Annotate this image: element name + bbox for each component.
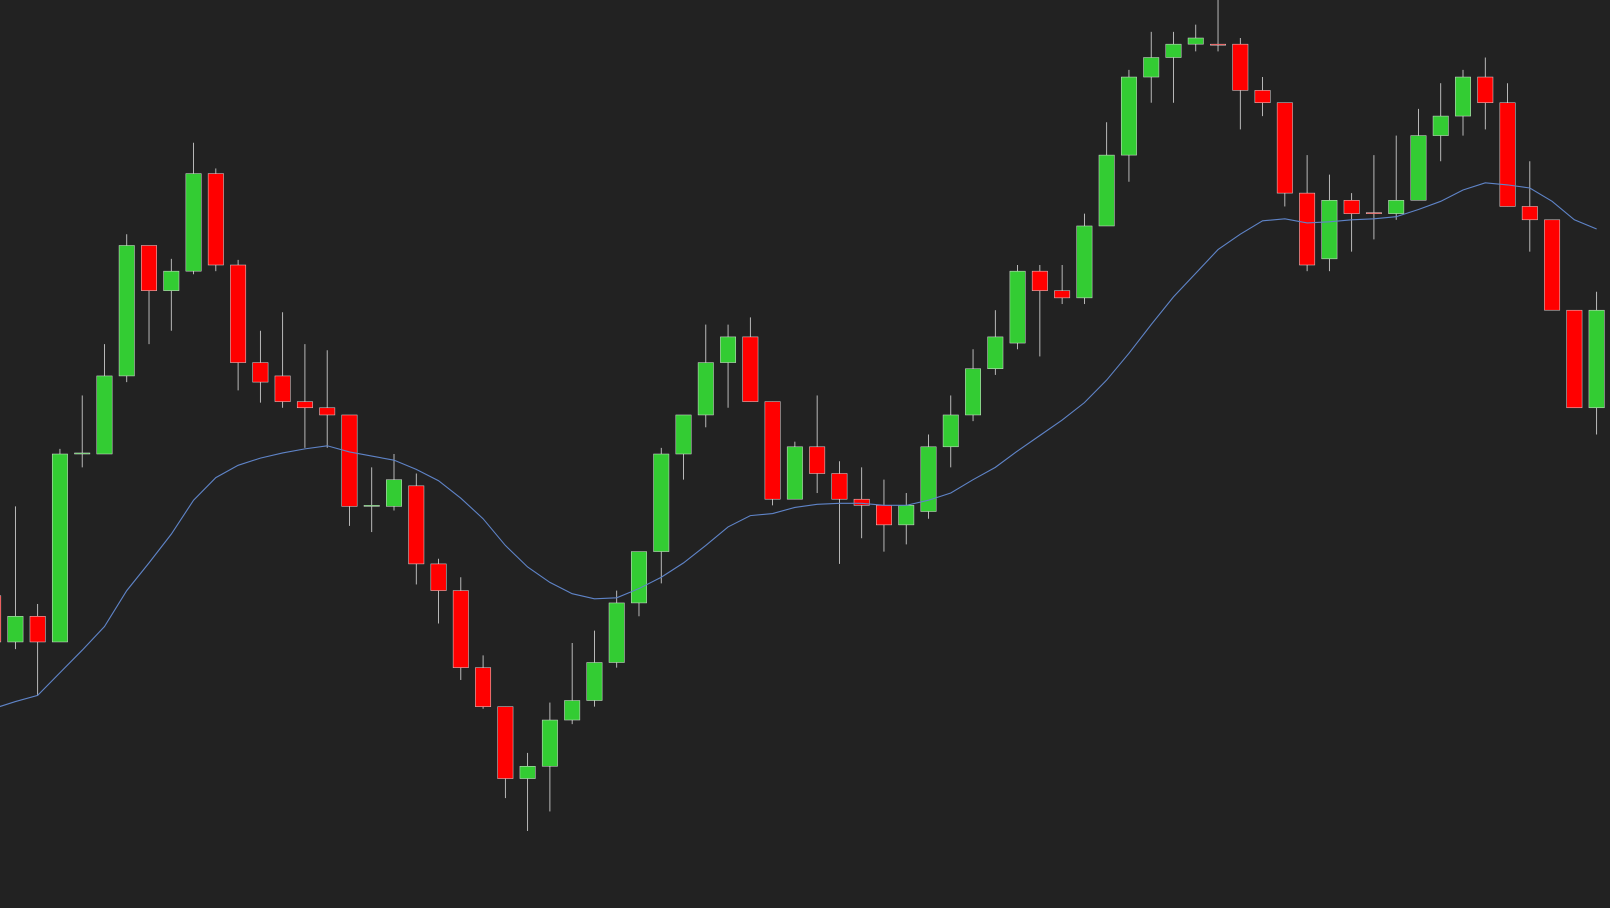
candle-body	[1544, 219, 1561, 311]
candle-body	[118, 245, 135, 377]
candle-body	[1276, 102, 1293, 194]
candle-body	[586, 662, 603, 701]
candle-body	[1076, 225, 1093, 299]
candle-body	[141, 245, 157, 291]
candle-body	[1054, 290, 1071, 299]
candle-body	[541, 719, 558, 767]
candle-body	[1566, 309, 1583, 409]
candle-body	[230, 264, 247, 363]
candle-body	[831, 473, 848, 500]
candle-body	[452, 590, 469, 668]
candle-body	[1521, 206, 1538, 221]
candle-body	[7, 616, 24, 643]
candle-body	[920, 446, 937, 512]
candle-body	[720, 336, 737, 363]
candle-body	[185, 173, 202, 272]
candle-body	[1299, 192, 1316, 266]
candle-body	[475, 667, 492, 707]
candle-body	[697, 362, 714, 416]
candle-body	[1588, 309, 1605, 409]
candle-body	[742, 336, 759, 402]
candle-body	[96, 375, 113, 455]
candle-body	[876, 505, 892, 526]
candle-body	[51, 453, 68, 643]
candle-body	[1365, 212, 1382, 214]
candle-body	[1232, 43, 1249, 91]
candle-body	[631, 551, 647, 604]
candle-body	[497, 706, 514, 779]
candle-body	[1343, 200, 1360, 214]
candle-body	[386, 479, 402, 507]
candle-body	[1321, 200, 1338, 260]
candle-body	[1254, 90, 1271, 103]
candle-body	[1187, 37, 1204, 45]
candle-body	[1143, 57, 1160, 78]
candle-body	[1477, 76, 1494, 103]
candle-body	[1410, 135, 1427, 201]
candle-body	[0, 595, 2, 643]
moving-average-line	[0, 182, 1597, 708]
candle-body	[1432, 115, 1449, 136]
candle-body	[252, 362, 269, 383]
candle-body	[853, 498, 870, 506]
candle-body	[1388, 200, 1405, 214]
candle-body	[408, 485, 425, 565]
candle-body	[207, 173, 224, 266]
candle-body	[1031, 270, 1048, 291]
candle-body	[319, 407, 336, 416]
candle-body	[341, 414, 358, 507]
candle-body	[163, 270, 180, 291]
candle-body	[675, 414, 692, 455]
candle-body	[74, 452, 91, 455]
candle-body	[898, 505, 915, 526]
candle-body	[363, 505, 380, 507]
candle-body	[1210, 43, 1226, 46]
candle-body	[564, 700, 581, 721]
candle-body	[987, 336, 1004, 369]
candle-body	[1165, 43, 1182, 58]
candle-body	[786, 446, 803, 500]
candle-body	[1009, 270, 1026, 344]
candle-body	[764, 401, 781, 500]
candle-body	[608, 602, 625, 663]
candle-body	[965, 368, 981, 416]
candle-body	[1499, 102, 1516, 207]
candle-body	[1120, 76, 1137, 156]
candle-body	[1098, 154, 1115, 227]
candle-body	[274, 375, 291, 402]
candle-body	[29, 616, 46, 643]
candle-body	[430, 563, 447, 591]
candle-body	[653, 453, 670, 552]
candle-body	[809, 446, 826, 474]
candle-body	[296, 401, 313, 409]
candle-body	[942, 414, 959, 448]
candle-body	[519, 766, 536, 779]
candle-body	[1455, 76, 1471, 117]
